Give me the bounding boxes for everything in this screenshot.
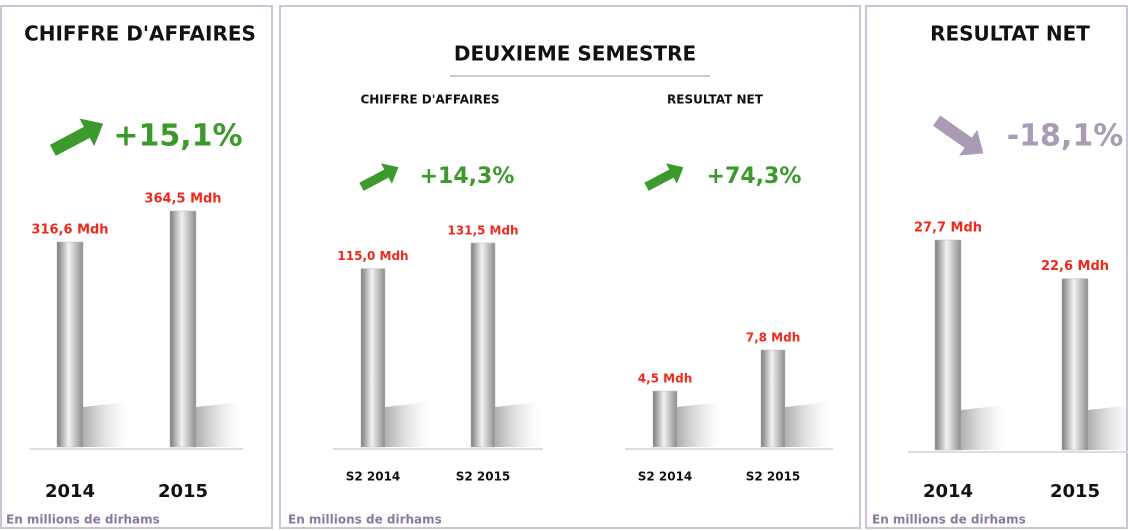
x-tick-label: S2 2015	[456, 470, 511, 484]
group-title: DEUXIEME SEMESTRE	[454, 42, 696, 66]
bar-shadow	[83, 402, 128, 447]
bar	[1061, 278, 1089, 451]
trend-arrow	[359, 163, 399, 191]
x-tick-label: 2015	[158, 481, 208, 502]
chart-title: RESULTAT NET	[930, 22, 1090, 46]
x-tick-label: 2014	[923, 481, 973, 502]
bar-shadow	[1088, 405, 1128, 450]
chart-title: CHIFFRE D'AFFAIRES	[360, 93, 499, 107]
bar-shadow	[196, 402, 241, 447]
value-label: 7,8 Mdh	[746, 331, 801, 345]
bar-shadow	[785, 402, 830, 447]
change: +15,1%	[113, 119, 242, 154]
bar-shadow	[677, 402, 722, 447]
bar	[360, 268, 386, 448]
x-tick-label: 2015	[1050, 481, 1100, 502]
bar-shadow	[495, 402, 540, 447]
bar-shadow	[961, 405, 1006, 450]
bar	[470, 242, 496, 448]
bar	[652, 390, 678, 448]
value-label: 115,0 Mdh	[337, 249, 408, 263]
bar	[760, 349, 786, 448]
x-tick-label: S2 2015	[746, 470, 801, 484]
bar	[934, 239, 962, 451]
x-tick-label: 2014	[45, 481, 95, 502]
change: +74,3%	[707, 164, 802, 189]
x-tick-label: S2 2014	[346, 470, 401, 484]
trend-arrow	[49, 118, 104, 156]
note: En millions de dirhams	[288, 513, 442, 527]
chart-title: CHIFFRE D'AFFAIRES	[24, 22, 256, 46]
change: +14,3%	[420, 164, 515, 189]
change: -18,1%	[1007, 119, 1124, 154]
x-tick-label: S2 2014	[638, 470, 693, 484]
value-label: 4,5 Mdh	[638, 372, 693, 386]
bar	[56, 241, 84, 448]
trend-arrow	[933, 115, 984, 156]
value-label: 316,6 Mdh	[31, 223, 108, 238]
note: En millions de dirhams	[6, 513, 160, 527]
value-label: 22,6 Mdh	[1041, 259, 1109, 274]
bar-shadow	[385, 402, 430, 447]
chart-title: RESULTAT NET	[667, 93, 764, 107]
trend-arrow	[644, 163, 684, 191]
value-label: 364,5 Mdh	[144, 192, 221, 207]
value-label: 131,5 Mdh	[447, 224, 518, 238]
bar	[169, 210, 197, 448]
note: En millions de dirhams	[872, 513, 1026, 527]
value-label: 27,7 Mdh	[914, 221, 982, 236]
